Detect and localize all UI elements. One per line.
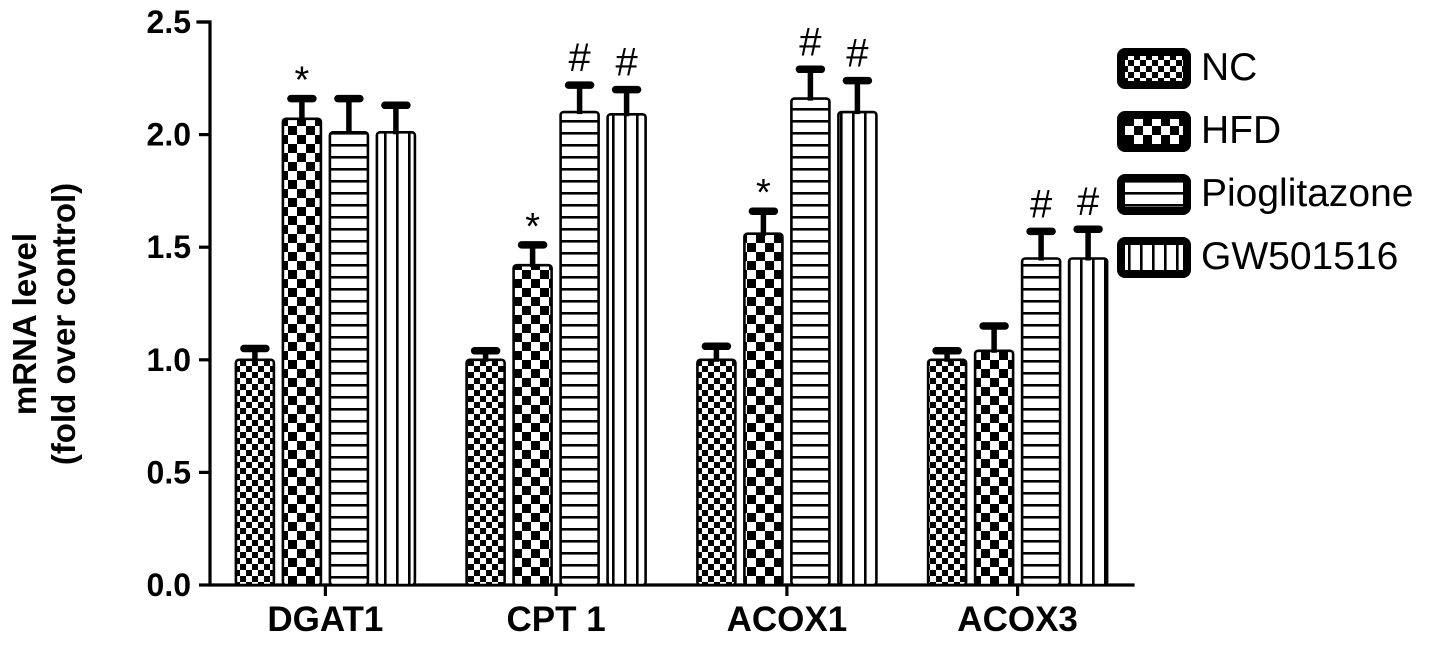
svg-text:#: # bbox=[615, 41, 638, 85]
svg-text:Pioglitazone: Pioglitazone bbox=[1201, 172, 1413, 215]
svg-text:*: * bbox=[295, 60, 310, 102]
svg-text:#: # bbox=[568, 36, 591, 80]
svg-text:#: # bbox=[1077, 180, 1100, 224]
svg-text:NC: NC bbox=[1201, 46, 1257, 89]
svg-text:#: # bbox=[1030, 182, 1053, 226]
svg-text:1.5: 1.5 bbox=[147, 229, 191, 265]
svg-text:#: # bbox=[799, 20, 822, 64]
svg-text:DGAT1: DGAT1 bbox=[267, 600, 383, 639]
svg-text:ACOX1: ACOX1 bbox=[727, 600, 848, 639]
svg-text:HFD: HFD bbox=[1201, 109, 1281, 152]
svg-text:0.5: 0.5 bbox=[147, 454, 191, 490]
svg-text:ACOX3: ACOX3 bbox=[957, 600, 1078, 639]
svg-text:#: # bbox=[846, 32, 869, 76]
svg-text:*: * bbox=[525, 206, 540, 248]
svg-text:2.5: 2.5 bbox=[147, 4, 191, 40]
svg-text:CPT 1: CPT 1 bbox=[506, 600, 605, 639]
svg-text:*: * bbox=[756, 172, 771, 214]
svg-text:2.0: 2.0 bbox=[147, 117, 191, 153]
svg-text:GW501516: GW501516 bbox=[1201, 235, 1398, 278]
svg-text:0.0: 0.0 bbox=[147, 567, 191, 603]
svg-text:1.0: 1.0 bbox=[147, 342, 191, 378]
